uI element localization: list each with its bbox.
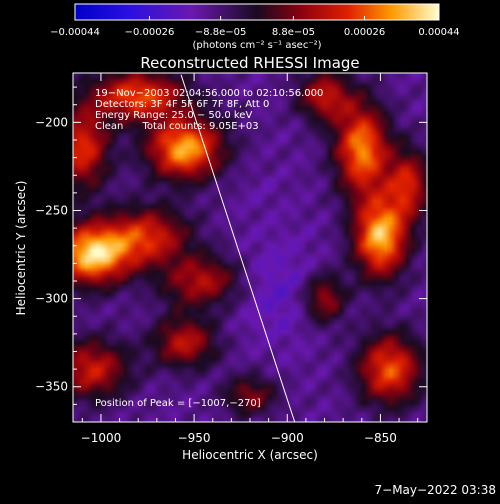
info-block: 19−Nov−2003 02:04:56.000 to 02:10:56.000… bbox=[95, 88, 323, 132]
plot-area bbox=[73, 73, 427, 422]
x-tick-label: −950 bbox=[178, 431, 211, 445]
colorbar-unit-label: (photons cm⁻² s⁻¹ asec⁻²) bbox=[192, 40, 321, 51]
x-tick-label: −1000 bbox=[81, 431, 122, 445]
info-line-3: Energy Range: 25.0 − 50.0 keV bbox=[95, 110, 252, 121]
footer-timestamp: 7−May−2022 03:38 bbox=[375, 483, 497, 497]
chart-title: Reconstructed RHESSI Image bbox=[140, 54, 359, 72]
x-axis-label: Heliocentric X (arcsec) bbox=[182, 448, 318, 462]
x-tick-label: −900 bbox=[271, 431, 304, 445]
limb-line bbox=[180, 74, 296, 422]
y-tick-label: −350 bbox=[35, 380, 68, 394]
y-tick-label: −200 bbox=[35, 115, 68, 129]
info-line-4: Clean Total counts: 9.05E+03 bbox=[95, 121, 259, 132]
info-line-2: Detectors: 3F 4F 5F 6F 7F 8F, Att 0 bbox=[95, 99, 269, 110]
colorbar-tick-label: 0.00026 bbox=[344, 27, 385, 38]
y-tick-label: −250 bbox=[35, 203, 68, 217]
y-axis: −200 −250 −300 −350 bbox=[35, 86, 427, 405]
y-axis-label: Heliocentric Y (arcsec) bbox=[14, 181, 28, 316]
colorbar-tick-label: 8.8e−05 bbox=[272, 27, 315, 38]
colorbar: −0.00044 −0.00026 −8.8e−05 8.8e−05 0.00026 0.… bbox=[50, 3, 460, 51]
colorbar-tick-label: 0.00044 bbox=[418, 27, 459, 38]
colorbar-ticks: −0.00044 −0.00026 −8.8e−05 8.8e−05 0.00026 0.… bbox=[50, 16, 460, 38]
peak-position-label: Position of Peak = [−1007,−270] bbox=[95, 398, 261, 409]
heatmap-image bbox=[73, 73, 427, 422]
info-line-1: 19−Nov−2003 02:04:56.000 to 02:10:56.000 bbox=[95, 88, 323, 99]
colorbar-tick-label: −8.8e−05 bbox=[195, 27, 247, 38]
y-tick-label: −300 bbox=[35, 292, 68, 306]
x-tick-label: −850 bbox=[364, 431, 397, 445]
x-axis: −1000 −950 −900 −850 bbox=[81, 73, 419, 445]
colorbar-gradient bbox=[74, 3, 440, 21]
colorbar-tick-label: −0.00026 bbox=[125, 27, 175, 38]
colorbar-tick-label: −0.00044 bbox=[50, 27, 100, 38]
